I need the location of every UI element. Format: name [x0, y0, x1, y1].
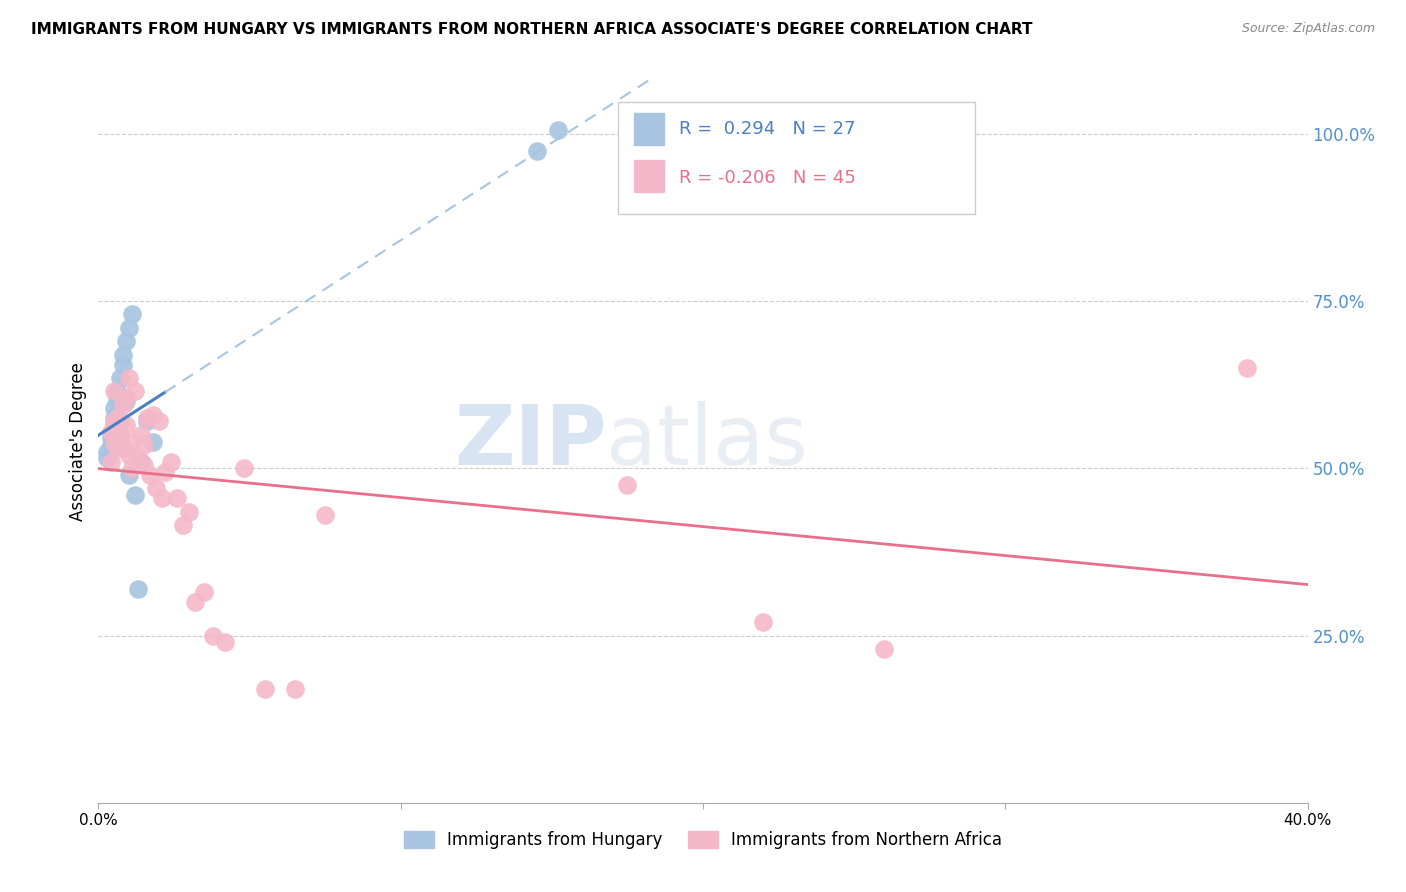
Point: [111, 398, 134, 412]
Text: ZIP: ZIP: [454, 401, 606, 482]
Point: [103, 434, 125, 449]
Point: [105, 442, 128, 455]
Point: [111, 358, 134, 372]
Point: [284, 681, 307, 696]
Point: [193, 585, 215, 599]
Point: [118, 371, 141, 385]
Y-axis label: Associate's Degree: Associate's Degree: [69, 362, 87, 521]
Point: [253, 681, 276, 696]
FancyBboxPatch shape: [619, 102, 976, 214]
Point: [139, 467, 162, 482]
Point: [172, 518, 194, 533]
Point: [108, 427, 131, 442]
Point: [547, 123, 569, 137]
Point: [873, 642, 896, 657]
Point: [96, 444, 118, 458]
Point: [100, 431, 122, 445]
Point: [114, 394, 136, 409]
Point: [118, 448, 141, 462]
Point: [105, 394, 128, 409]
Point: [616, 478, 638, 492]
Point: [118, 321, 141, 335]
Point: [132, 458, 155, 472]
Point: [150, 491, 173, 506]
Point: [752, 615, 775, 630]
Point: [100, 425, 122, 439]
Point: [108, 427, 131, 442]
FancyBboxPatch shape: [634, 160, 664, 193]
Point: [129, 455, 152, 469]
Point: [135, 414, 157, 429]
Point: [100, 455, 122, 469]
Point: [114, 391, 136, 405]
Point: [111, 442, 134, 455]
Point: [103, 425, 125, 439]
Point: [232, 461, 254, 475]
Point: [153, 465, 176, 479]
Point: [526, 144, 548, 158]
Point: [142, 408, 165, 422]
Text: R =  0.294   N = 27: R = 0.294 N = 27: [679, 120, 855, 138]
Point: [103, 414, 125, 429]
Point: [105, 384, 128, 399]
Point: [121, 307, 143, 322]
Point: [129, 427, 152, 442]
Point: [114, 417, 136, 432]
Point: [121, 461, 143, 475]
Point: [103, 417, 125, 432]
Point: [118, 467, 141, 482]
Point: [1236, 361, 1258, 376]
FancyBboxPatch shape: [634, 112, 664, 145]
Point: [179, 505, 201, 519]
Legend: Immigrants from Hungary, Immigrants from Northern Africa: Immigrants from Hungary, Immigrants from…: [398, 824, 1008, 856]
Point: [103, 411, 125, 425]
Point: [148, 414, 170, 429]
Point: [103, 384, 125, 399]
Text: R = -0.206   N = 45: R = -0.206 N = 45: [679, 169, 856, 186]
Point: [124, 488, 146, 502]
Point: [135, 411, 157, 425]
Text: Source: ZipAtlas.com: Source: ZipAtlas.com: [1241, 22, 1375, 36]
Point: [166, 491, 188, 506]
Point: [100, 438, 122, 452]
Point: [127, 582, 149, 596]
Point: [96, 451, 118, 466]
Point: [124, 384, 146, 399]
Point: [214, 635, 236, 649]
Text: atlas: atlas: [606, 401, 808, 482]
Point: [127, 451, 149, 466]
Point: [114, 334, 136, 349]
Point: [132, 438, 155, 452]
Point: [202, 628, 225, 642]
Point: [160, 455, 183, 469]
Point: [314, 508, 336, 523]
Point: [111, 348, 134, 362]
Point: [108, 414, 131, 429]
Point: [142, 434, 165, 449]
Point: [105, 411, 128, 425]
Point: [184, 595, 207, 609]
Text: IMMIGRANTS FROM HUNGARY VS IMMIGRANTS FROM NORTHERN AFRICA ASSOCIATE'S DEGREE CO: IMMIGRANTS FROM HUNGARY VS IMMIGRANTS FR…: [31, 22, 1032, 37]
Point: [145, 482, 167, 496]
Point: [108, 371, 131, 385]
Point: [108, 414, 131, 429]
Point: [121, 434, 143, 449]
Point: [103, 401, 125, 416]
